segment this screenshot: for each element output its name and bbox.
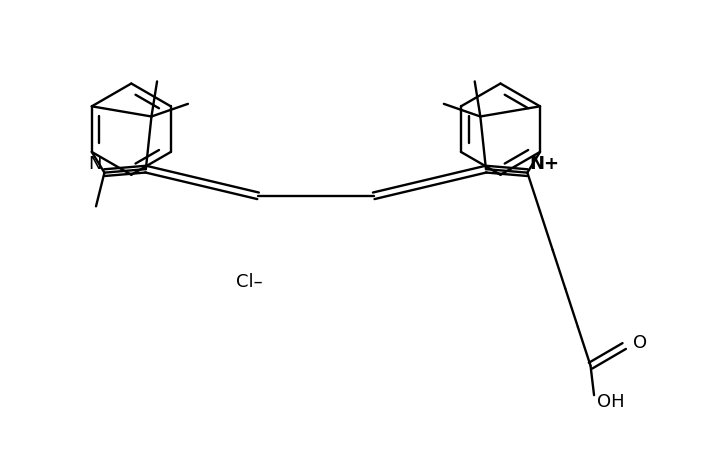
Text: O: O: [632, 334, 647, 352]
Text: Cl–: Cl–: [236, 273, 262, 291]
Text: methyl: methyl: [94, 215, 99, 216]
Text: N+: N+: [529, 155, 559, 173]
Text: N: N: [88, 155, 101, 173]
Text: OH: OH: [597, 393, 625, 411]
